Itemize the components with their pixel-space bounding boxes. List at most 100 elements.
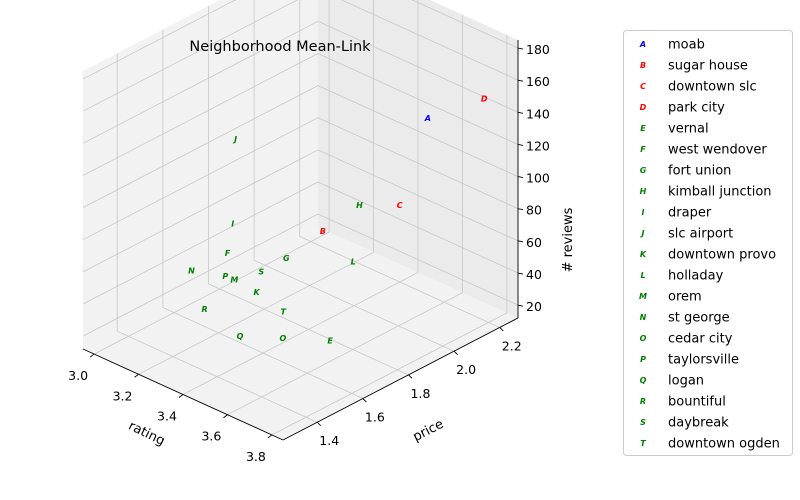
- z-tick: [517, 208, 524, 211]
- y-tick-label: 2.0: [456, 362, 476, 377]
- legend-label: cedar city: [668, 332, 733, 347]
- legend-marker: J: [640, 229, 645, 238]
- x-tick: [223, 414, 228, 419]
- z-tick: [517, 176, 524, 179]
- legend-label: downtown ogden: [668, 437, 780, 452]
- x-tick-label: 3.2: [113, 388, 133, 403]
- legend-marker: N: [640, 313, 647, 322]
- grid-line-y: [116, 53, 318, 423]
- axes-panes: [83, 0, 518, 440]
- z-tick-label: 100: [526, 171, 550, 186]
- grid-line-y: [253, 0, 455, 352]
- legend-label: daybreak: [668, 416, 729, 431]
- legend-label: fort union: [668, 164, 731, 179]
- legend-marker: T: [640, 439, 646, 448]
- y-tick-label: 1.4: [319, 433, 339, 448]
- grid-line-x: [138, 0, 375, 375]
- grid-line-x: [271, 34, 508, 436]
- data-point-r: R: [202, 305, 208, 314]
- data-point-n: N: [188, 267, 195, 276]
- data-point-a: A: [424, 114, 431, 123]
- legend-label: slc airport: [668, 227, 733, 242]
- data-point-m: M: [230, 276, 238, 285]
- data-point-s: S: [258, 268, 264, 277]
- legend-label: bountiful: [668, 395, 726, 410]
- y-tick-label: 1.6: [365, 410, 385, 425]
- z-tick: [517, 47, 524, 50]
- legend-label: holladay: [668, 269, 724, 284]
- y-tick-label: 2.2: [502, 338, 522, 353]
- legend-marker: S: [640, 418, 646, 427]
- grid-line-z: [82, 0, 519, 112]
- legend-marker: B: [640, 61, 646, 70]
- legend-marker: D: [640, 103, 647, 112]
- data-point-p: P: [222, 272, 228, 281]
- legend-marker: P: [640, 355, 646, 364]
- z-tick: [517, 79, 524, 82]
- legend-label: downtown provo: [668, 248, 776, 263]
- x-tick: [89, 353, 95, 358]
- z-tick: [517, 111, 524, 114]
- x-tick: [267, 434, 273, 439]
- z-tick-label: 180: [526, 42, 550, 57]
- data-point-d: D: [481, 95, 488, 104]
- legend-label: downtown slc: [668, 80, 757, 95]
- x-tick: [134, 373, 139, 378]
- y-axis-line: [282, 317, 519, 441]
- legend-frame: [623, 30, 793, 456]
- legend-label: st george: [668, 311, 730, 326]
- legend-label: vernal: [668, 122, 709, 137]
- grid-line-z: [82, 181, 519, 305]
- z-tick-label: 20: [526, 299, 542, 314]
- legend-label: kimball junction: [668, 185, 772, 200]
- legend-label: west wendover: [668, 143, 767, 158]
- data-point-c: C: [397, 201, 403, 210]
- z-axis-label: # reviews: [561, 207, 576, 272]
- legend-marker: G: [640, 166, 647, 175]
- data-point-i: I: [231, 219, 234, 228]
- y-tick: [499, 327, 504, 332]
- legend-marker: E: [640, 124, 646, 133]
- grid-line-z: [82, 117, 519, 241]
- legend-marker: O: [640, 334, 647, 343]
- x-tick-label: 3.6: [201, 429, 221, 444]
- legend-marker: R: [640, 397, 646, 406]
- grid-line-z: [82, 149, 519, 273]
- legend-label: moab: [668, 38, 705, 53]
- z-tick-label: 40: [526, 267, 542, 282]
- legend-label: sugar house: [668, 59, 748, 74]
- grid-line-z: [82, 213, 519, 337]
- z-tick: [517, 240, 524, 243]
- grid-line-z: [82, 53, 519, 176]
- data-point-f: F: [225, 249, 231, 258]
- legend-marker: L: [640, 271, 645, 280]
- legend-label: draper: [668, 206, 712, 221]
- grid-line-z: [82, 0, 519, 80]
- data-point-t: T: [281, 307, 287, 316]
- data-point-b: B: [320, 227, 326, 236]
- grid-line-x: [93, 0, 330, 355]
- x-tick: [178, 394, 184, 398]
- legend-marker: K: [640, 250, 647, 259]
- y-tick: [316, 421, 322, 427]
- grid-line-x: [227, 14, 463, 416]
- data-point-h: H: [356, 201, 363, 210]
- z-tick-label: 60: [526, 235, 542, 250]
- z-tick-label: 160: [526, 74, 550, 89]
- z-tick-label: 140: [526, 106, 550, 121]
- legend-marker: M: [639, 292, 647, 301]
- x-tick-label: 3.0: [68, 368, 88, 383]
- chart-title: Neighborhood Mean-Link: [189, 39, 371, 55]
- legend-marker: I: [642, 208, 645, 217]
- axis-lines: 3.0 3.2 3.4 3.6 3.8 1.4 1.6 1.8 2.0 2.2 20 40 60 80 10…: [68, 40, 550, 464]
- left-wall-pane: [83, 0, 318, 349]
- y-tick: [362, 398, 367, 403]
- grid-line-z: [82, 20, 519, 144]
- legend-label: taylorsville: [668, 353, 739, 368]
- y-axis-label: price: [411, 417, 447, 445]
- legend-label: logan: [668, 374, 704, 389]
- y-tick: [453, 350, 458, 355]
- data-point-o: O: [279, 334, 286, 343]
